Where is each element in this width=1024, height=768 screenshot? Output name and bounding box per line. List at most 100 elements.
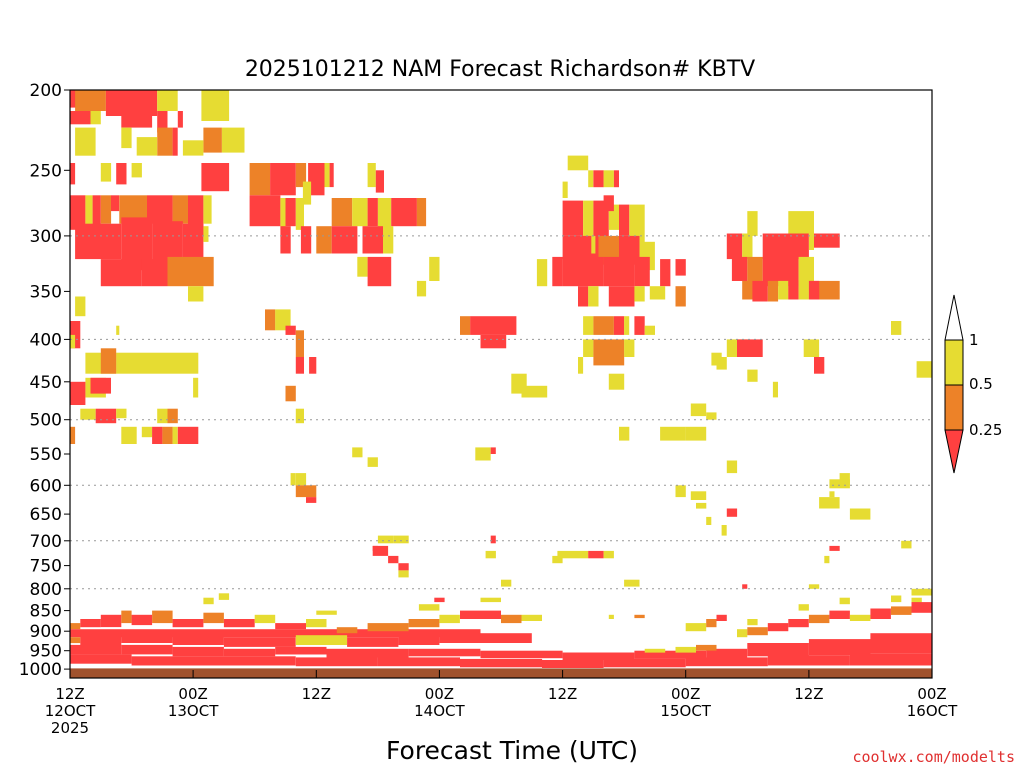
heatmap-cell: [747, 619, 758, 626]
heatmap-cell: [624, 339, 635, 357]
heatmap-cell: [624, 316, 630, 335]
heatmap-cell: [911, 597, 922, 607]
heatmap-cell: [295, 198, 304, 230]
heatmap-cell: [870, 608, 891, 619]
heatmap-cell: [731, 256, 748, 281]
y-tick-label: 550: [30, 445, 62, 465]
heatmap-cell: [367, 256, 392, 287]
heatmap-cell: [182, 140, 204, 156]
y-tick-label: 750: [30, 557, 62, 577]
heatmap-cell: [706, 412, 717, 420]
heatmap-cell: [172, 635, 224, 645]
y-tick-label: 600: [30, 476, 62, 496]
heatmap-cell: [726, 233, 743, 260]
heatmap-cell: [203, 597, 214, 605]
heatmap-cell: [562, 652, 635, 660]
heatmap-cell: [649, 286, 666, 300]
heatmap-cell: [829, 491, 835, 498]
heatmap-cell: [157, 90, 178, 111]
y-tick-label: 250: [30, 161, 62, 181]
heatmap-cell: [372, 545, 389, 556]
heatmap-cell: [788, 619, 809, 628]
heatmap-cell: [608, 373, 625, 390]
heatmap-cell: [588, 286, 599, 307]
heatmap-cell: [583, 200, 594, 242]
legend-label: 0.5: [969, 375, 993, 393]
heatmap-cell: [121, 644, 173, 655]
heatmap-cell: [316, 226, 332, 254]
heatmap-cell: [767, 280, 779, 302]
heatmap-cell: [685, 657, 768, 667]
heatmap-cell: [542, 660, 604, 668]
heatmap-cell: [891, 595, 902, 603]
heatmap-cell: [767, 655, 850, 666]
heatmap-cell: [552, 256, 563, 287]
heatmap-cell: [223, 656, 296, 666]
y-tick-label: 650: [30, 505, 62, 525]
heatmap-cell: [578, 286, 589, 307]
heatmap-cell: [377, 535, 394, 544]
heatmap-cell: [357, 256, 368, 277]
heatmap-cell: [95, 408, 117, 424]
heatmap-cell: [911, 602, 932, 613]
heatmap-cell: [116, 352, 199, 374]
y-tick-label: 350: [30, 282, 62, 302]
heatmap-cell: [70, 381, 86, 405]
heatmap-cell: [762, 233, 809, 260]
heatmap-cell: [295, 357, 304, 374]
heatmap-cell: [131, 656, 224, 666]
ground-fill: [70, 668, 932, 678]
heatmap-cell: [480, 334, 507, 349]
heatmap-cell: [249, 163, 271, 196]
x-tick-label: 00Z: [425, 685, 454, 703]
heatmap-cell: [367, 623, 409, 632]
x-tick-label: 12Z: [55, 685, 84, 703]
heatmap-cell: [221, 127, 245, 153]
heatmap-cell: [111, 195, 120, 212]
heatmap-cell: [141, 426, 153, 438]
heatmap-cell: [347, 637, 399, 647]
heatmap-cell: [567, 155, 589, 171]
heatmap-cell: [254, 614, 276, 624]
heatmap-cell: [737, 629, 748, 638]
ground-layer: [70, 668, 932, 678]
heatmap-cell: [583, 339, 594, 357]
heatmap-cell: [429, 256, 440, 281]
heatmap-cell: [839, 473, 850, 486]
heatmap-cell: [808, 233, 814, 250]
heatmap-cell: [157, 408, 168, 424]
heatmap-cell: [152, 426, 163, 444]
heatmap-cell: [644, 648, 666, 653]
heatmap-cell: [408, 619, 440, 628]
heatmap-cell: [141, 259, 168, 287]
x-tick-label: 00Z: [671, 685, 700, 703]
y-tick-label: 700: [30, 532, 62, 552]
heatmap-cell: [275, 646, 327, 655]
plot-frame: [69, 89, 933, 679]
heatmap-cell: [375, 170, 384, 193]
heatmap-cell: [788, 211, 814, 234]
y-tick-label: 200: [30, 81, 62, 101]
heatmap-cell: [814, 233, 840, 248]
heatmap-cell: [167, 256, 214, 287]
heatmap-cell: [92, 195, 101, 242]
heatmap-cell: [116, 163, 127, 185]
heatmap-cell: [223, 619, 255, 628]
heatmap-cell: [696, 502, 707, 509]
heatmap-cell: [177, 111, 183, 128]
heatmap-cell: [536, 259, 548, 287]
heatmap-cell: [685, 426, 707, 441]
heatmap-cell: [460, 610, 501, 619]
heatmap-cell: [285, 198, 296, 227]
heatmap-cell: [675, 286, 686, 307]
heatmap-cell: [726, 508, 738, 517]
heatmap-cell: [280, 198, 286, 230]
x-tick-label: 2025: [51, 719, 89, 737]
heatmap-cell: [490, 447, 496, 454]
heatmap-cell: [295, 163, 307, 188]
heatmap-cell: [100, 614, 122, 628]
heatmap-cell: [747, 256, 763, 287]
x-tick-label: 12Z: [794, 685, 823, 703]
legend-swatch-0-5-1: [944, 339, 964, 386]
